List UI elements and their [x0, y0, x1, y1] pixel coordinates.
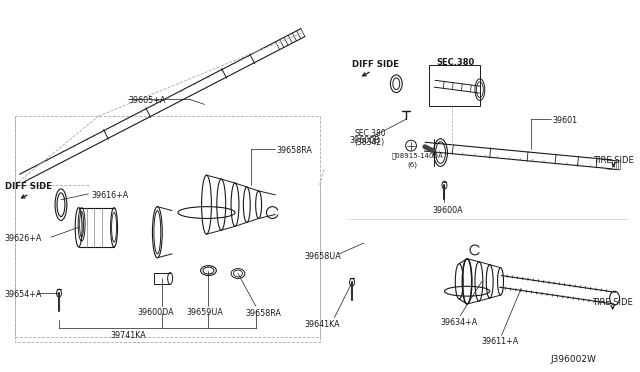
- Text: 39658RA: 39658RA: [276, 146, 312, 155]
- Text: 39654+A: 39654+A: [4, 290, 42, 299]
- Text: 39626+A: 39626+A: [4, 234, 42, 243]
- Bar: [15, 116, 319, 342]
- Text: SEC.380: SEC.380: [354, 129, 386, 138]
- Text: 39605+A: 39605+A: [129, 96, 166, 105]
- Text: 39659UA: 39659UA: [187, 308, 224, 317]
- Text: SEC.380: SEC.380: [436, 58, 475, 67]
- Text: 39658UA: 39658UA: [305, 252, 342, 261]
- Text: DIFF SIDE: DIFF SIDE: [352, 60, 399, 69]
- Text: J396002W: J396002W: [550, 355, 596, 364]
- Text: 39600DA: 39600DA: [138, 308, 174, 317]
- Text: 39616+A: 39616+A: [92, 191, 129, 200]
- Text: TIRE SIDE: TIRE SIDE: [593, 155, 634, 164]
- Text: 39601: 39601: [552, 116, 578, 125]
- Text: 39611+A: 39611+A: [482, 337, 519, 346]
- Text: (6): (6): [407, 161, 417, 168]
- Text: 39634+A: 39634+A: [440, 318, 478, 327]
- Text: DIFF SIDE: DIFF SIDE: [5, 182, 52, 191]
- Text: (38342): (38342): [354, 138, 384, 147]
- Text: 39741KA: 39741KA: [110, 331, 146, 340]
- Bar: [429, 65, 480, 106]
- Text: 39658RA: 39658RA: [246, 309, 282, 318]
- Text: 39600B: 39600B: [349, 136, 380, 145]
- Text: TIRE SIDE: TIRE SIDE: [592, 298, 633, 307]
- Text: 08915-1400A: 08915-1400A: [392, 153, 443, 159]
- Text: 39641KA: 39641KA: [305, 320, 340, 329]
- Text: 39600A: 39600A: [433, 206, 463, 215]
